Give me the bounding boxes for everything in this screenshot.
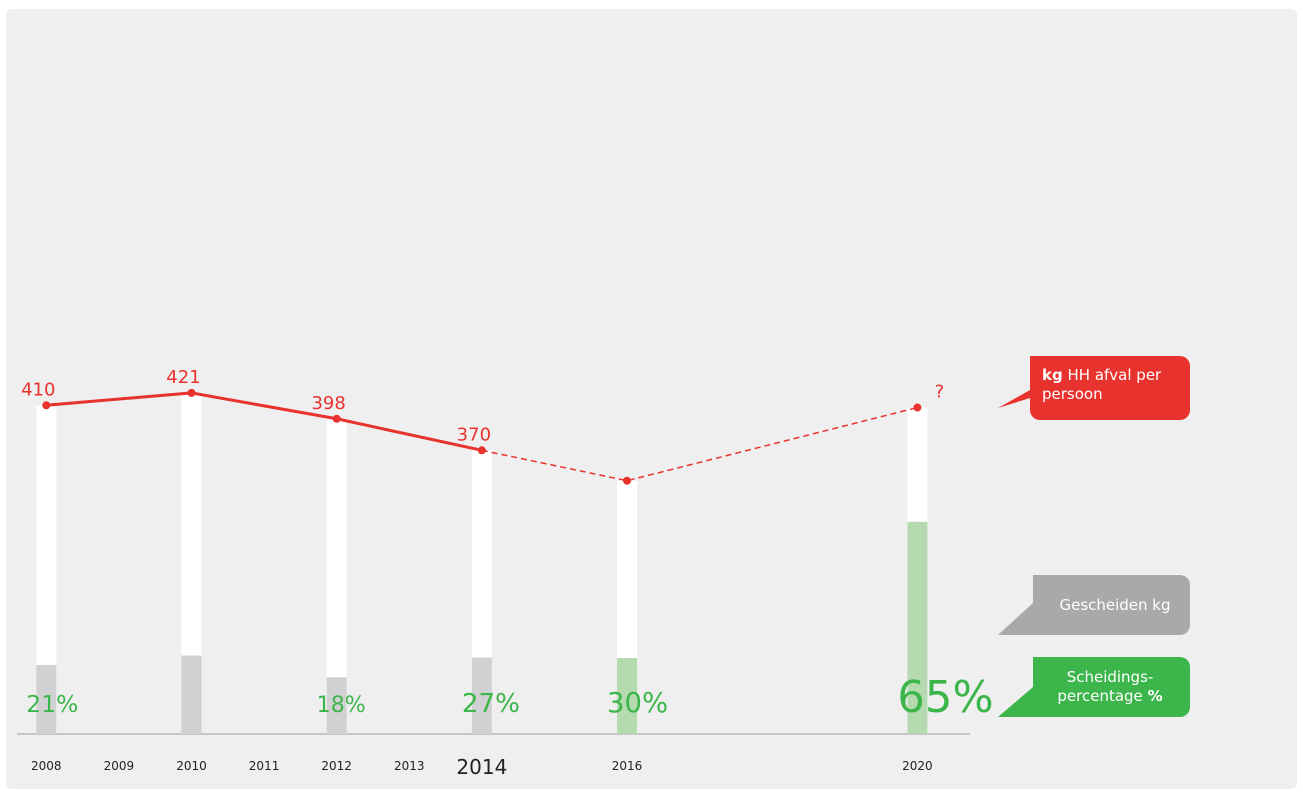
percent-label: 27% bbox=[462, 689, 520, 719]
line-point bbox=[623, 476, 632, 485]
value-label: 398 bbox=[311, 393, 345, 414]
column bbox=[326, 418, 347, 734]
value-label: 370 bbox=[457, 424, 491, 445]
x-tick-label: 2009 bbox=[104, 759, 135, 773]
separated-bar bbox=[617, 658, 638, 734]
legend-box-green bbox=[998, 657, 1190, 717]
legend-box-red bbox=[998, 356, 1190, 420]
line-solid bbox=[46, 391, 483, 452]
legend-text: Scheidings-percentage bbox=[1057, 668, 1154, 705]
separated-bar bbox=[36, 664, 57, 734]
line-point bbox=[332, 414, 341, 423]
x-tick-label: 2012 bbox=[321, 759, 352, 773]
column bbox=[36, 405, 57, 734]
legend-text: HH afval per persoon bbox=[1042, 366, 1162, 403]
legend-box-gray bbox=[998, 575, 1190, 635]
line-point bbox=[477, 446, 486, 455]
x-tick-label: 2010 bbox=[176, 759, 207, 773]
separated-bar bbox=[907, 521, 928, 734]
x-tick-label: 2016 bbox=[612, 759, 643, 773]
value-label: 421 bbox=[166, 367, 200, 388]
legend-bold: % bbox=[1147, 687, 1163, 705]
legend-text: Gescheiden kg bbox=[1059, 596, 1171, 614]
percent-label: 18% bbox=[317, 692, 366, 718]
legend-green: Scheidings-percentage % bbox=[1045, 668, 1175, 706]
line-point bbox=[42, 401, 51, 410]
x-tick-label: 2020 bbox=[902, 759, 933, 773]
separated-bar bbox=[471, 657, 492, 734]
percent-label: 21% bbox=[26, 690, 78, 718]
legend-gray: Gescheiden kg bbox=[1040, 596, 1190, 615]
x-tick-label: 2014 bbox=[456, 755, 507, 779]
line-point bbox=[913, 403, 922, 412]
separated-bar bbox=[326, 677, 347, 734]
value-label: 410 bbox=[21, 379, 55, 400]
separated-bar bbox=[181, 655, 202, 734]
x-tick-label: 2011 bbox=[249, 759, 280, 773]
legend-bold: kg bbox=[1042, 366, 1063, 384]
column bbox=[181, 392, 202, 734]
percent-label: 30% bbox=[607, 687, 668, 719]
value-label: ? bbox=[935, 382, 945, 403]
x-tick-label: 2013 bbox=[394, 759, 425, 773]
legend-red: kg HH afval per persoon bbox=[1042, 366, 1192, 404]
percent-label: 65% bbox=[897, 673, 993, 723]
x-tick-label: 2008 bbox=[31, 759, 62, 773]
line-point bbox=[187, 388, 196, 397]
